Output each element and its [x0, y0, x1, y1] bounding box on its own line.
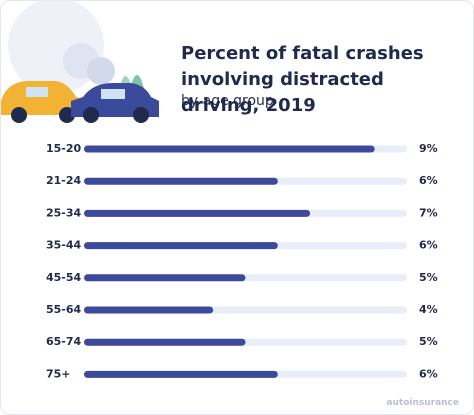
category-label: 15-20	[46, 142, 82, 155]
value-label: 7%	[419, 206, 438, 219]
value-label: 5%	[419, 271, 438, 284]
value-label: 6%	[419, 367, 438, 380]
value-label: 4%	[419, 303, 438, 316]
category-label: 75+	[46, 367, 71, 380]
chart-title: Percent of fatal crashes involving distr…	[181, 43, 424, 116]
bar	[84, 370, 278, 378]
illustration	[1, 1, 159, 123]
category-label: 65-74	[46, 335, 82, 348]
value-label: 6%	[419, 174, 438, 187]
bar	[84, 209, 311, 217]
bar	[84, 338, 246, 346]
bar	[84, 274, 246, 282]
bar	[84, 145, 375, 153]
category-label: 35-44	[46, 239, 82, 252]
value-label: 5%	[419, 335, 438, 348]
value-label: 6%	[419, 239, 438, 252]
chart-subtitle: by age group	[181, 93, 274, 109]
bar	[84, 306, 214, 314]
category-label: 21-24	[46, 174, 82, 187]
bar	[84, 242, 278, 250]
bar	[84, 177, 278, 185]
category-label: 25-34	[46, 206, 82, 219]
value-label: 9%	[419, 142, 438, 155]
category-label: 55-64	[46, 303, 82, 316]
logo: autoinsurance	[386, 398, 459, 408]
category-label: 45-54	[46, 271, 82, 284]
